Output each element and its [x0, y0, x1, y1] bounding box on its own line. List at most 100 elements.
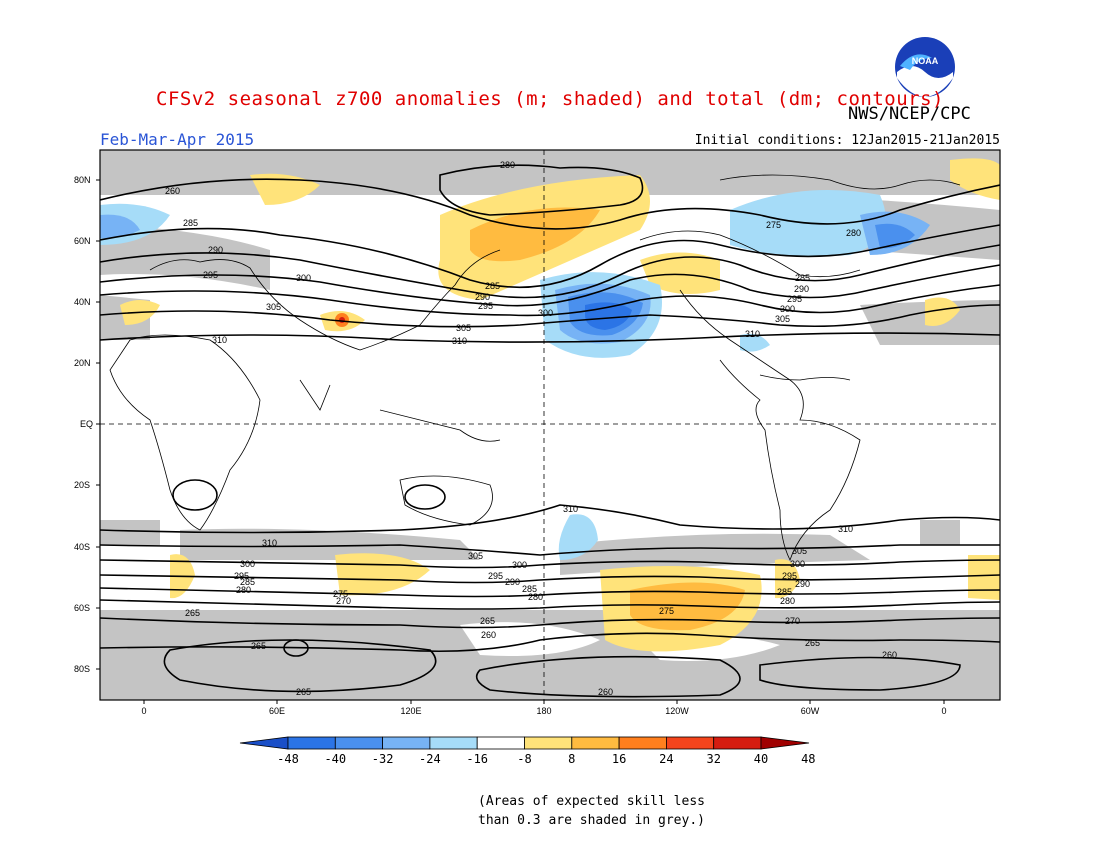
svg-text:270: 270 — [336, 596, 351, 606]
svg-text:305: 305 — [468, 551, 483, 561]
chart-title: CFSv2 seasonal z700 anomalies (m; shaded… — [156, 88, 944, 110]
lon-label: 60E — [269, 706, 285, 716]
svg-text:310: 310 — [452, 336, 467, 346]
lon-label: 180 — [536, 706, 551, 716]
colorbar-swatch — [666, 736, 715, 750]
lat-label: 20N — [74, 358, 91, 368]
colorbar: -48 -40 -32 -24 -16 -8 8 16 24 32 40 48 — [239, 736, 816, 766]
colorbar-label: -8 — [517, 752, 531, 766]
colorbar-high-arrow — [760, 736, 810, 750]
colorbar-swatch — [382, 736, 431, 750]
colorbar-label: 40 — [754, 752, 768, 766]
noaa-logo: NOAA — [895, 37, 955, 97]
svg-text:280: 280 — [236, 585, 251, 595]
lat-label: 40N — [74, 297, 91, 307]
longitude-axis: 0 60E 120E 180 120W 60W 0 — [141, 700, 947, 716]
svg-text:305: 305 — [792, 546, 807, 556]
svg-text:310: 310 — [838, 524, 853, 534]
svg-text:290: 290 — [208, 245, 223, 255]
svg-text:295: 295 — [478, 301, 493, 311]
svg-text:290: 290 — [475, 292, 490, 302]
svg-text:290: 290 — [795, 579, 810, 589]
lon-label: 0 — [941, 706, 946, 716]
colorbar-label: 24 — [659, 752, 673, 766]
lat-label: 60S — [74, 603, 90, 613]
height-contours — [100, 164, 1000, 698]
lat-label: 40S — [74, 542, 90, 552]
lon-label: 120W — [665, 706, 689, 716]
svg-text:285: 285 — [240, 577, 255, 587]
svg-text:265: 265 — [185, 608, 200, 618]
svg-text:300: 300 — [512, 560, 527, 570]
colorbar-swatch — [429, 736, 478, 750]
svg-text:290: 290 — [505, 577, 520, 587]
skill-note-line: than 0.3 are shaded in grey.) — [478, 813, 705, 828]
colorbar-label: -32 — [372, 752, 394, 766]
coastlines — [109, 174, 961, 562]
lon-label: 120E — [400, 706, 421, 716]
svg-text:310: 310 — [212, 335, 227, 345]
contour-labels: 280 260 285 290 295 300 305 310 285 290 … — [165, 160, 897, 697]
svg-text:275: 275 — [766, 220, 781, 230]
svg-text:275: 275 — [659, 606, 674, 616]
svg-text:285: 285 — [777, 587, 792, 597]
colorbar-label: 8 — [568, 752, 575, 766]
skill-note-line: (Areas of expected skill less — [478, 794, 705, 809]
lat-label: 80S — [74, 664, 90, 674]
lon-label: 0 — [141, 706, 146, 716]
colorbar-label: 16 — [612, 752, 626, 766]
svg-text:305: 305 — [775, 314, 790, 324]
colorbar-label: -48 — [277, 752, 299, 766]
svg-text:265: 265 — [251, 641, 266, 651]
grey-skill-mask — [100, 150, 1000, 700]
svg-text:310: 310 — [262, 538, 277, 548]
svg-text:280: 280 — [780, 596, 795, 606]
map-frame — [99, 149, 1001, 701]
svg-text:265: 265 — [805, 638, 820, 648]
lat-label: 20S — [74, 480, 90, 490]
svg-text:305: 305 — [266, 302, 281, 312]
colorbar-swatch — [524, 736, 573, 750]
colorbar-label: 32 — [706, 752, 720, 766]
svg-text:280: 280 — [846, 228, 861, 238]
svg-text:285: 285 — [183, 218, 198, 228]
svg-text:280: 280 — [528, 592, 543, 602]
svg-text:300: 300 — [538, 308, 553, 318]
svg-text:295: 295 — [782, 571, 797, 581]
svg-text:285: 285 — [795, 273, 810, 283]
svg-text:300: 300 — [296, 273, 311, 283]
lon-label: 60W — [801, 706, 820, 716]
colorbar-swatch — [571, 736, 620, 750]
svg-text:300: 300 — [240, 559, 255, 569]
svg-text:300: 300 — [780, 304, 795, 314]
svg-text:295: 295 — [787, 294, 802, 304]
svg-text:260: 260 — [598, 687, 613, 697]
svg-text:310: 310 — [563, 504, 578, 514]
lat-label: 80N — [74, 175, 91, 185]
colorbar-swatch — [334, 736, 383, 750]
svg-text:270: 270 — [785, 616, 800, 626]
colorbar-low-arrow — [239, 736, 289, 750]
svg-text:285: 285 — [522, 584, 537, 594]
latitude-axis: 80N 60N 40N 20N EQ 20S 40S 60S 80S — [74, 175, 100, 674]
svg-text:295: 295 — [234, 571, 249, 581]
colorbar-swatch — [476, 736, 525, 750]
forecast-period: Feb-Mar-Apr 2015 — [100, 130, 255, 149]
svg-text:265: 265 — [480, 616, 495, 626]
svg-text:295: 295 — [203, 270, 218, 280]
negative-anomaly-shading — [100, 190, 930, 560]
noaa-logo-text: NOAA — [912, 56, 939, 66]
svg-text:305: 305 — [456, 323, 471, 333]
initial-conditions: Initial conditions: 12Jan2015-21Jan2015 — [694, 133, 1000, 148]
colorbar-label: -24 — [419, 752, 441, 766]
svg-text:260: 260 — [165, 186, 180, 196]
colorbar-label: -16 — [466, 752, 488, 766]
colorbar-label: -40 — [324, 752, 346, 766]
svg-text:275: 275 — [333, 589, 348, 599]
svg-text:280: 280 — [500, 160, 515, 170]
colorbar-swatch — [287, 736, 336, 750]
skill-note: (Areas of expected skill less than 0.3 a… — [478, 792, 705, 830]
agency-label: NWS/NCEP/CPC — [848, 104, 971, 124]
colorbar-swatch — [713, 736, 762, 750]
